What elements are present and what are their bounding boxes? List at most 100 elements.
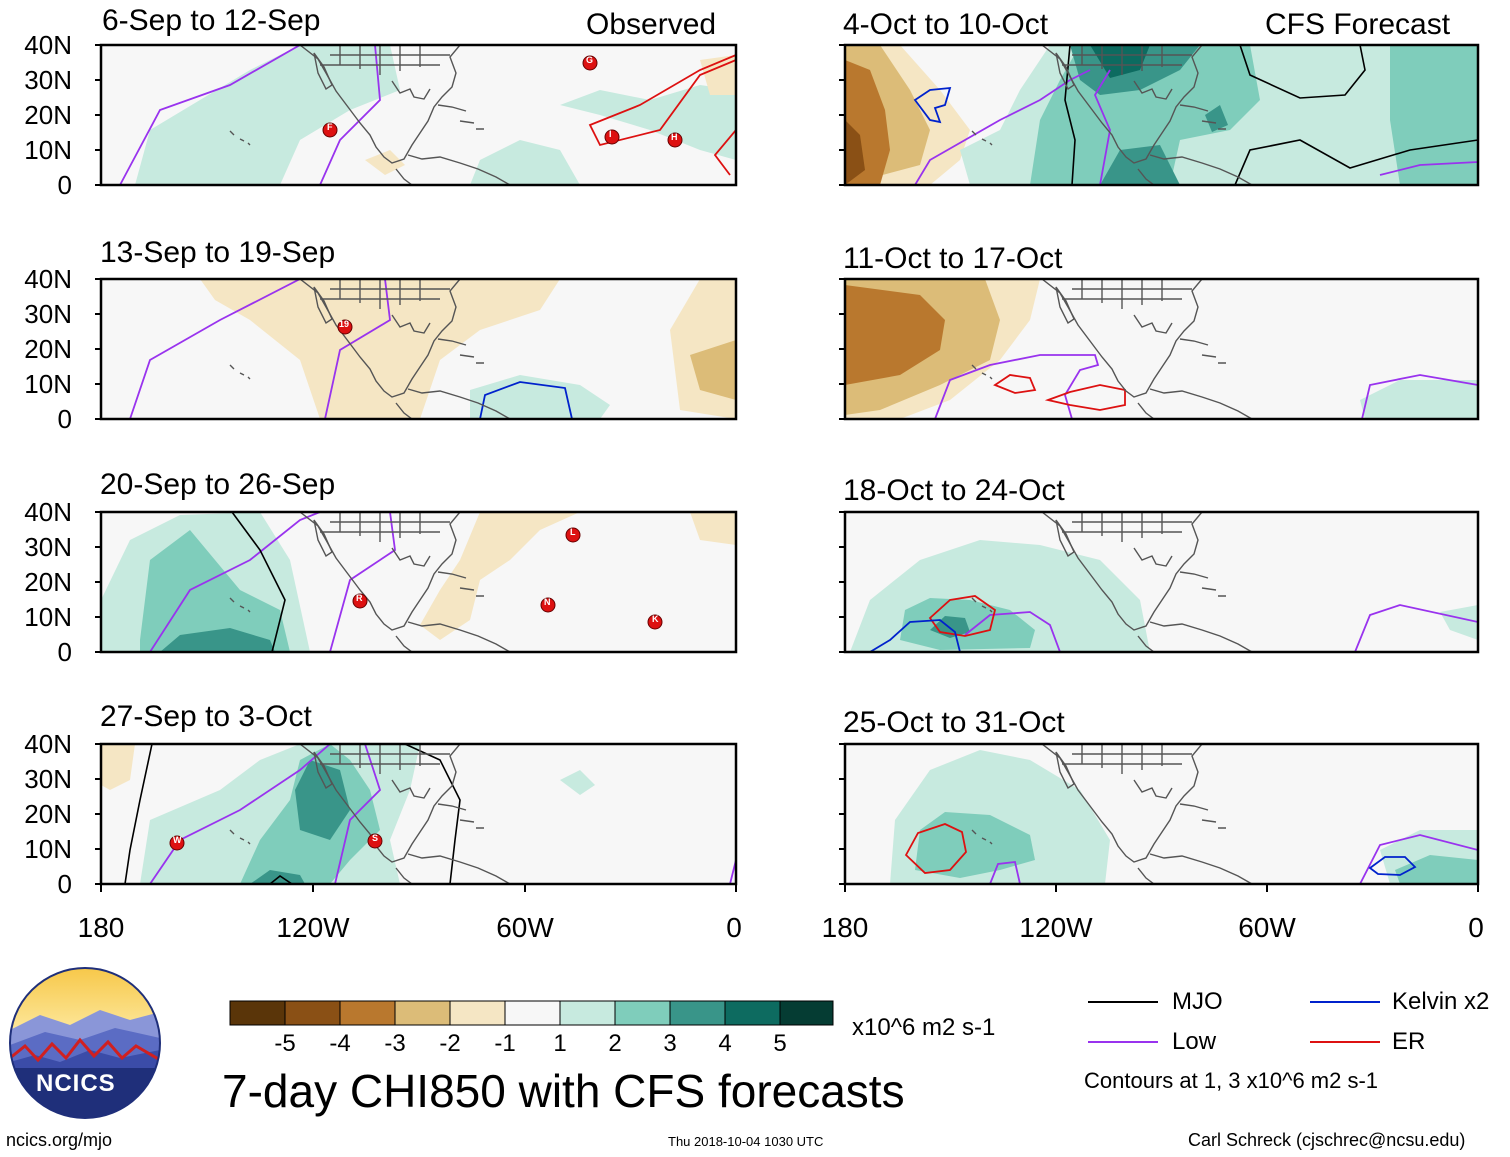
- storm-label: N: [544, 597, 551, 607]
- legend-lines: [1088, 1001, 1380, 1043]
- storm-marker: [337, 319, 353, 335]
- panel-map-7: [843, 510, 1480, 654]
- storm-label: W: [173, 835, 182, 845]
- y-tick-label: 10N: [24, 602, 72, 632]
- colorbar-tick-label: -4: [329, 1030, 351, 1057]
- colorbar-swatch: [394, 1000, 451, 1026]
- legend-label-er: ER: [1392, 1028, 1426, 1055]
- storm-marker: [604, 129, 620, 145]
- colorbar-swatch: [229, 1000, 286, 1026]
- panel-map-6: [843, 277, 1480, 421]
- storm-label: L: [570, 527, 576, 537]
- x-tick-label: 120W: [276, 912, 350, 943]
- colorbar-tick-label: 2: [608, 1030, 622, 1057]
- x-tick-label: 120W: [1019, 912, 1093, 943]
- y-tick-label: 40N: [24, 497, 72, 527]
- y-tick-label: 30N: [24, 764, 72, 794]
- panel-title: 18-Oct to 24-Oct: [843, 474, 1065, 507]
- panel-title: 27-Sep to 3-Oct: [100, 700, 312, 733]
- colorbar-swatch: [614, 1000, 671, 1026]
- x-tick-label: 0: [726, 912, 742, 943]
- colorbar-tick-label: 5: [773, 1030, 787, 1057]
- panel-title: 4-Oct to 10-Oct: [843, 8, 1049, 41]
- x-tick-label: 0: [1468, 912, 1484, 943]
- y-tick-label: 10N: [24, 369, 72, 399]
- footer-url: ncics.org/mjo: [6, 1130, 113, 1150]
- legend-label-low: Low: [1172, 1028, 1217, 1055]
- panel-map-3: [99, 510, 738, 654]
- y-tick-label: 40N: [24, 729, 72, 759]
- y-tick-label: 0: [57, 404, 72, 434]
- storm-marker: [322, 122, 338, 138]
- colorbar-swatch: [284, 1000, 341, 1026]
- colorbar-tick-label: -3: [384, 1030, 406, 1057]
- storm-marker: [667, 132, 683, 148]
- x-tick-label: 180: [821, 912, 869, 943]
- y-tick-label: 20N: [24, 100, 72, 130]
- ncics-logo: [9, 967, 161, 1119]
- colorbar: [229, 1000, 834, 1026]
- axis-ticks: [95, 44, 1479, 892]
- colorbar-units: x10^6 m2 s-1: [852, 1014, 996, 1041]
- storm-marker: [582, 55, 598, 71]
- storm-marker: [352, 593, 368, 609]
- colorbar-swatch: [669, 1000, 726, 1026]
- storm-label: R: [356, 593, 363, 603]
- x-tick-label: 60W: [1238, 912, 1296, 943]
- logo-text: NCICS: [36, 1070, 116, 1097]
- storm-marker: [647, 614, 663, 630]
- storm-label: H: [671, 132, 678, 142]
- y-tick-label: 20N: [24, 334, 72, 364]
- y-tick-label: 30N: [24, 299, 72, 329]
- legend-label-kelvin: Kelvin x2: [1392, 988, 1490, 1015]
- footer-timestamp: Thu 2018-10-04 1030 UTC: [668, 1134, 824, 1149]
- x-tick-label: 180: [77, 912, 125, 943]
- colorbar-swatch: [559, 1000, 616, 1026]
- y-tick-label: 30N: [24, 532, 72, 562]
- figure-title: 7-day CHI850 with CFS forecasts: [222, 1065, 905, 1117]
- colorbar-tick-label: -2: [439, 1030, 461, 1057]
- storm-label: S: [372, 833, 379, 843]
- footer-credit: Carl Schreck (cjschrec@ncsu.edu): [1188, 1130, 1466, 1150]
- panel-map-4: [99, 742, 738, 886]
- storm-label: I: [609, 129, 612, 139]
- y-tick-label: 40N: [24, 30, 72, 60]
- storm-label: 19: [339, 319, 350, 329]
- panel-title: 11-Oct to 17-Oct: [843, 242, 1063, 275]
- colorbar-tick-label: -1: [494, 1030, 516, 1057]
- colorbar-tick-label: 1: [553, 1030, 567, 1057]
- storm-label: G: [586, 55, 594, 65]
- storm-marker: [367, 833, 383, 849]
- panel-map-2: [99, 277, 738, 421]
- y-tick-label: 10N: [24, 834, 72, 864]
- panel-map-1: [99, 43, 738, 187]
- colorbar-swatch: [504, 1000, 561, 1026]
- panel-title: 25-Oct to 31-Oct: [843, 706, 1065, 739]
- cfs-forecast-label: CFS Forecast: [1265, 8, 1451, 41]
- x-tick-label: 60W: [496, 912, 554, 943]
- colorbar-swatch: [724, 1000, 781, 1026]
- storm-label: F: [327, 122, 333, 132]
- y-tick-label: 40N: [24, 264, 72, 294]
- colorbar-tick-label: -5: [274, 1030, 296, 1057]
- colorbar-tick-label: 4: [718, 1030, 732, 1057]
- y-tick-label: 20N: [24, 799, 72, 829]
- colorbar-swatch: [449, 1000, 506, 1026]
- storm-label: K: [652, 614, 659, 624]
- y-tick-label: 0: [57, 170, 72, 200]
- colorbar-swatch: [779, 1000, 834, 1026]
- storm-marker: [540, 597, 556, 613]
- panel-map-8: [843, 742, 1480, 886]
- contour-note: Contours at 1, 3 x10^6 m2 s-1: [1084, 1068, 1379, 1093]
- panel-map-5: [843, 43, 1480, 187]
- panel-title: 6-Sep to 12-Sep: [102, 4, 321, 37]
- y-tick-label: 0: [57, 869, 72, 899]
- observed-label: Observed: [586, 8, 717, 41]
- y-tick-label: 30N: [24, 65, 72, 95]
- storm-marker: [565, 527, 581, 543]
- y-tick-label: 10N: [24, 135, 72, 165]
- y-tick-label: 20N: [24, 567, 72, 597]
- colorbar-swatch: [339, 1000, 396, 1026]
- y-tick-label: 0: [57, 637, 72, 667]
